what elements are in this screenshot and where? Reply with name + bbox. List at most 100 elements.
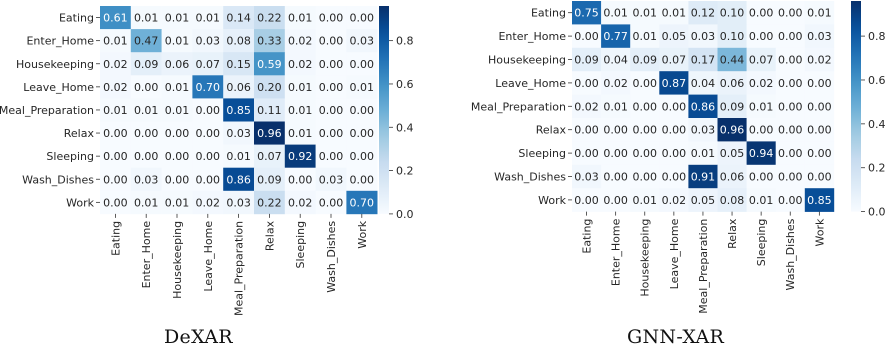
cell-value-label: 0.94 [749,147,774,160]
cell-eating-wash-dishes [315,6,347,30]
cell-eating-work [346,6,378,30]
cell-sleeping-leave-home [659,141,689,166]
cell-wash-dishes-wash-dishes [775,164,806,189]
cell-value-label: 0.06 [720,171,745,184]
cell-value-label: 0.00 [319,127,344,140]
cell-leave-home-leave-home [192,75,224,99]
cell-sleeping-meal-preparation [223,144,255,168]
cell-value-label: 0.22 [257,196,282,209]
cell-value-label: 0.00 [165,173,190,186]
cell-relax-relax [717,118,747,142]
cell-value-label: 0.06 [720,77,745,90]
cell-value-label: 0.00 [134,127,159,140]
cell-value-label: 0.01 [662,7,687,20]
cell-value-label: 0.10 [720,7,745,20]
cell-relax-leave-home [192,121,224,145]
cell-value-label: 0.00 [603,171,628,184]
cell-eating-enter-home [130,6,162,30]
cell-housekeeping-relax [717,47,747,72]
cell-value-label: 0.15 [226,58,251,71]
cell-value-label: 0.09 [134,58,159,71]
cell-value-label: 0.00 [350,127,375,140]
x-tick-label-meal-preparation: Meal_Preparation [697,219,710,314]
cell-eating-leave-home [192,6,224,30]
cell-value-label: 0.06 [165,58,190,71]
cell-value-label: 0.00 [749,124,774,137]
colorbar-tick-label: 0.8 [396,35,414,48]
heatmap-gnn-xar: 0.75 0.01 0.01 0.01 0.12 0.10 0.00 0.00 0.010.00… [471,1,886,314]
cell-meal-preparation-relax [717,94,747,119]
x-tick-label-work: Work [356,220,369,248]
cell-value-label: 0.00 [350,12,375,25]
cell-value-label: 0.02 [288,35,313,48]
x-tick-label-leave-home: Leave_Home [202,221,215,292]
cell-value-label: 0.77 [603,30,628,43]
colorbar-tick-label: 0.4 [868,118,886,131]
cell-value-label: 0.00 [778,7,803,20]
cell-value-label: 0.03 [226,196,251,209]
colorbar-tick-label: 0.6 [396,78,414,91]
cell-housekeeping-meal-preparation [223,52,255,76]
cell-value-label: 0.07 [196,58,221,71]
cell-sleeping-wash-dishes [775,141,806,166]
cell-value-label: 0.00 [633,147,658,160]
x-tick-label-sleeping: Sleeping [294,221,307,269]
cell-wash-dishes-housekeeping [630,164,660,189]
cell-work-relax [254,190,286,215]
cell-value-label: 0.00 [165,150,190,163]
cell-value-label: 0.01 [165,35,190,48]
cell-value-label: 0.01 [165,81,190,94]
colorbar [851,1,861,212]
cell-meal-preparation-eating [572,94,602,119]
cell-value-label: 0.00 [574,124,599,137]
caption-dexar: DeXAR [164,326,233,348]
cell-meal-preparation-enter-home [601,94,631,119]
y-tick-label-housekeeping: Housekeeping [488,54,566,67]
cell-value-label: 0.09 [257,173,282,186]
cell-value-label: 0.01 [633,30,658,43]
cell-work-sleeping [284,190,316,215]
cell-value-label: 0.03 [226,127,251,140]
x-tick-label-wash-dishes: Wash_Dishes [784,218,797,290]
cell-value-label: 0.00 [778,171,803,184]
y-tick-label-sleeping: Sleeping [46,150,94,163]
cell-wash-dishes-relax [254,167,286,192]
cell-sleeping-housekeeping [630,141,660,166]
cell-value-label: 0.02 [103,58,128,71]
cell-relax-meal-preparation [688,118,718,142]
cell-sleeping-leave-home [192,144,224,168]
cell-meal-preparation-housekeeping [161,98,193,122]
cell-value-label: 0.01 [633,7,658,20]
x-tick-label-housekeeping: Housekeeping [171,221,184,299]
cell-housekeeping-work [346,52,378,76]
cell-work-wash-dishes [315,190,347,215]
cell-value-label: 0.01 [134,196,159,209]
y-tick-label-leave-home: Leave_Home [495,77,566,90]
cell-eating-work [804,1,835,25]
cell-meal-preparation-meal-preparation [223,98,255,122]
cell-meal-preparation-wash-dishes [775,94,806,119]
cell-value-label: 0.12 [691,7,716,20]
cell-eating-relax [717,1,747,25]
cell-value-label: 0.03 [807,30,832,43]
cell-eating-enter-home [601,1,631,25]
cell-enter-home-relax [717,24,747,49]
cell-leave-home-wash-dishes [775,71,806,95]
y-tick-label-meal-preparation: Meal_Preparation [471,100,566,113]
cell-work-wash-dishes [775,188,806,212]
cell-value-label: 0.00 [196,150,221,163]
y-tick-label-wash-dishes: Wash_Dishes [22,173,94,186]
x-tick-label-housekeeping: Housekeeping [639,219,652,297]
cell-work-eating [572,188,602,212]
colorbar-tick-label: 0.0 [868,206,886,219]
cell-value-label: 0.00 [196,127,221,140]
cell-value-label: 0.70 [196,81,221,94]
cell-wash-dishes-housekeeping [161,167,193,192]
cell-wash-dishes-leave-home [192,167,224,192]
cell-value-label: 0.02 [603,77,628,90]
cell-value-label: 0.85 [226,104,251,117]
cell-sleeping-relax [254,144,286,168]
cell-enter-home-eating [100,29,132,53]
cell-eating-meal-preparation [223,6,255,30]
cell-value-label: 0.00 [778,194,803,207]
